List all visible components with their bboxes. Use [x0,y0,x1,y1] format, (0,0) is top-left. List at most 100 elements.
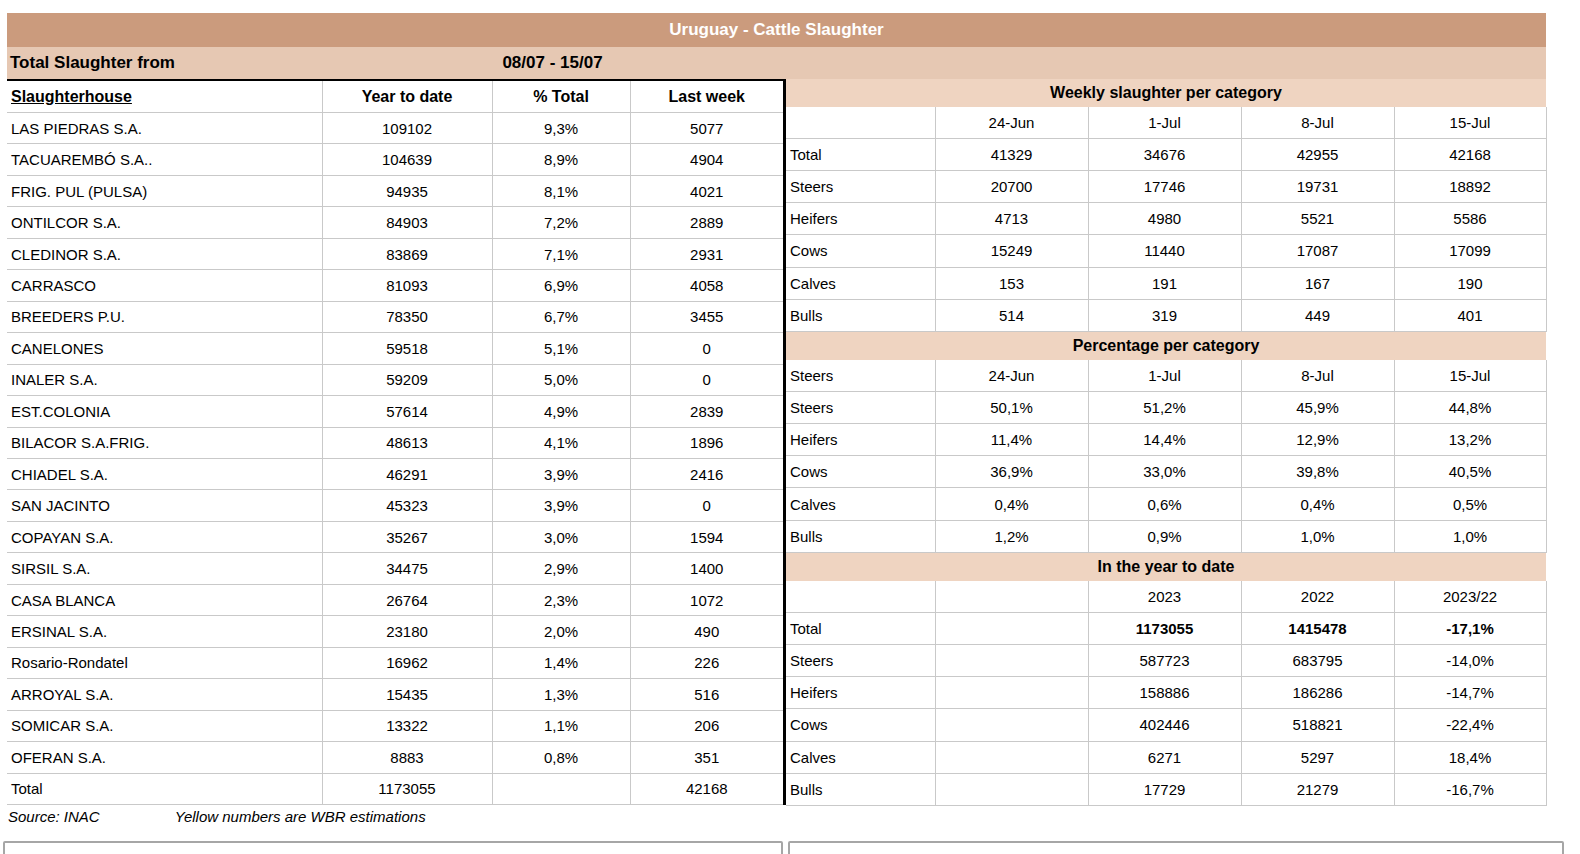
table-cell: 41329 [935,138,1088,170]
table-row: ARROYAL S.A.154351,3%516 [7,679,783,710]
weekly-slaughter-table: 24-Jun1-Jul8-Jul15-Jul Total413293467642… [786,107,1547,332]
table-cell [492,773,630,804]
table-cell: 518821 [1241,709,1394,741]
ytd-years-header-row: 202320222023/22 [786,581,1546,612]
page-title: Uruguay - Cattle Slaughter [669,20,883,40]
table-cell: Steers [786,644,935,676]
table-cell: 2,0% [492,616,630,647]
table-cell: 167 [1241,267,1394,299]
table-cell: FRIG. PUL (PULSA) [7,175,322,206]
table-cell: CASA BLANCA [7,584,322,615]
ytd-section-header: In the year to date [786,553,1546,581]
table-cell: 18892 [1394,170,1546,202]
table-cell: Calves [786,741,935,773]
table-cell: 34475 [322,553,492,584]
table-cell: 1896 [630,427,783,458]
table-cell: Steers [786,391,935,423]
table-cell: 1,3% [492,679,630,710]
header-cell: 1-Jul [1088,360,1241,391]
table-cell: 14,4% [1088,424,1241,456]
table-cell: 1,4% [492,647,630,678]
table-cell: 5297 [1241,741,1394,773]
table-cell: 33,0% [1088,456,1241,488]
table-cell: 42955 [1241,138,1394,170]
table-cell: 683795 [1241,644,1394,676]
table-cell: 42168 [630,773,783,804]
table-cell: 2,3% [492,584,630,615]
estimation-note: Yellow numbers are WBR estimations [175,808,426,825]
header-cell: 24-Jun [935,360,1088,391]
table-cell: 4,1% [492,427,630,458]
table-cell: 1400 [630,553,783,584]
table-row: Calves6271529718,4% [786,741,1546,773]
table-cell: OFERAN S.A. [7,742,322,773]
percentage-section-header: Percentage per category [786,332,1546,360]
table-cell: 39,8% [1241,456,1394,488]
table-cell: 2,9% [492,553,630,584]
table-cell: 0,8% [492,742,630,773]
header-cell [935,581,1088,612]
bottom-right-box [788,841,1564,854]
table-cell: 4,9% [492,396,630,427]
table-cell: 78350 [322,301,492,332]
table-cell: Calves [786,267,935,299]
table-row: BILACOR S.A.FRIG.486134,1%1896 [7,427,783,458]
table-cell: 17746 [1088,170,1241,202]
table-row: Calves0,4%0,6%0,4%0,5% [786,488,1546,520]
table-cell: 20700 [935,170,1088,202]
percentage-per-category-table: Steers24-Jun1-Jul8-Jul15-Jul Steers50,1%… [786,360,1547,553]
subheader-bar: Total Slaughter from 08/07 - 15/07 [7,47,1546,79]
table-cell: Heifers [786,424,935,456]
report-period: 08/07 - 15/07 [322,47,783,79]
table-row: Bulls1772921279-16,7% [786,773,1546,805]
table-row: CARRASCO810936,9%4058 [7,270,783,301]
table-cell: BREEDERS P.U. [7,301,322,332]
table-cell: 84903 [322,207,492,238]
table-row: SIRSIL S.A.344752,9%1400 [7,553,783,584]
table-cell: 1594 [630,521,783,552]
table-row: ERSINAL S.A.231802,0%490 [7,616,783,647]
table-cell: 5,0% [492,364,630,395]
table-cell: 191 [1088,267,1241,299]
table-cell: CARRASCO [7,270,322,301]
header-cell: 2023 [1088,581,1241,612]
table-cell: EST.COLONIA [7,396,322,427]
table-row: Calves153191167190 [786,267,1546,299]
table-cell: -22,4% [1394,709,1546,741]
table-cell: Bulls [786,520,935,552]
slaughterhouse-header-row: Slaughterhouse Year to date % Total Last… [7,80,783,113]
table-cell: 34676 [1088,138,1241,170]
table-row: Cows15249114401708717099 [786,235,1546,267]
table-cell: TACUAREMBÓ S.A.. [7,144,322,175]
table-cell: 4713 [935,203,1088,235]
slaughterhouse-table: Slaughterhouse Year to date % Total Last… [7,79,783,805]
table-cell: 1,0% [1394,520,1546,552]
table-cell: 35267 [322,521,492,552]
table-cell: 5586 [1394,203,1546,235]
table-cell: 50,1% [935,391,1088,423]
table-cell: 1173055 [322,773,492,804]
table-cell: 516 [630,679,783,710]
table-cell: 13,2% [1394,424,1546,456]
table-cell: 6,9% [492,270,630,301]
table-cell [935,644,1088,676]
table-cell: 46291 [322,458,492,489]
header-cell [786,107,935,138]
table-cell: 3,9% [492,458,630,489]
table-cell: 18,4% [1394,741,1546,773]
header-cell: 24-Jun [935,107,1088,138]
table-cell: 13322 [322,710,492,741]
source-label: Source: INAC [8,808,100,825]
table-cell: Rosario-Rondatel [7,647,322,678]
table-cell: 0 [630,490,783,521]
header-cell: 15-Jul [1394,360,1546,391]
table-row: SAN JACINTO453233,9%0 [7,490,783,521]
header-cell: 2022 [1241,581,1394,612]
table-cell: 226 [630,647,783,678]
header-cell: 8-Jul [1241,360,1394,391]
table-row: CHIADEL S.A.462913,9%2416 [7,458,783,489]
table-row: Steers50,1%51,2%45,9%44,8% [786,391,1546,423]
table-cell: 1072 [630,584,783,615]
table-cell: 11,4% [935,424,1088,456]
table-row: INALER S.A.592095,0%0 [7,364,783,395]
